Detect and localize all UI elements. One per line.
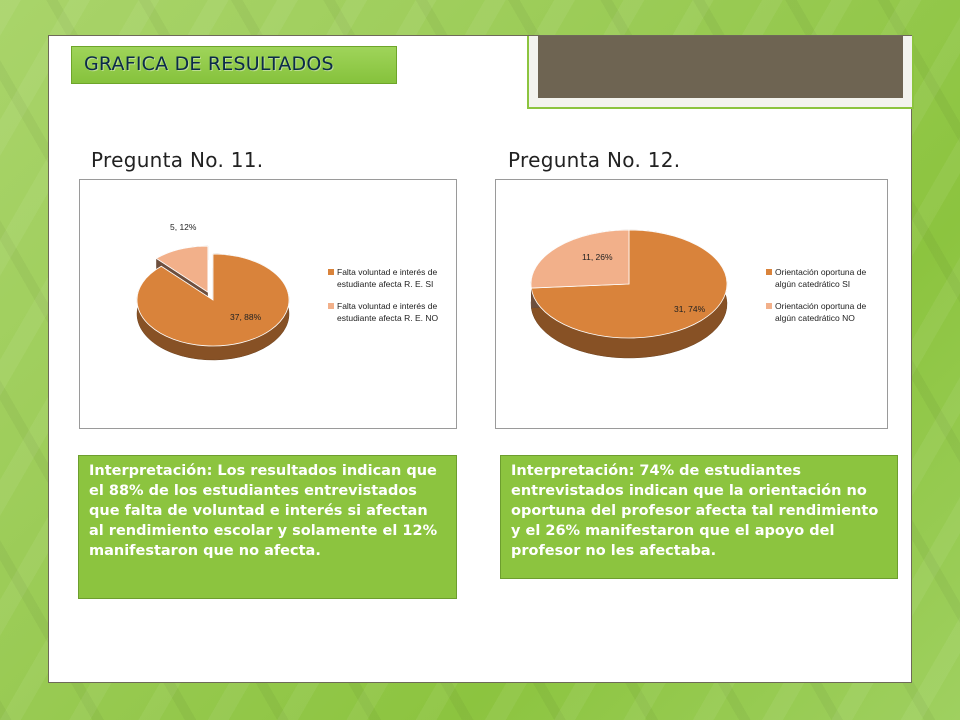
legend-swatch bbox=[328, 303, 334, 309]
data-label: 5, 12% bbox=[170, 222, 197, 232]
question-11-label: Pregunta No. 11. bbox=[91, 148, 264, 172]
interpretation-q11: Interpretación: Los resultados indican q… bbox=[78, 455, 457, 599]
legend-entry-text: algún catedrático SI bbox=[775, 279, 850, 289]
pie-top-group bbox=[136, 245, 290, 347]
pie-slice bbox=[136, 253, 290, 347]
legend-swatch bbox=[328, 269, 334, 275]
data-label: 37, 88% bbox=[230, 312, 262, 322]
pie-chart-q12: 31, 74% 11, 26% Orientación oportuna de alg… bbox=[530, 229, 866, 359]
interpretation-q12: Interpretación: 74% de estudiantes entre… bbox=[500, 455, 898, 579]
data-label: 31, 74% bbox=[674, 304, 706, 314]
pie-slice bbox=[530, 229, 630, 289]
header-tab bbox=[527, 36, 914, 109]
legend-entry-text: estudiante afecta R. E. NO bbox=[337, 313, 438, 323]
legend-entry-text: Orientación oportuna de bbox=[775, 301, 866, 311]
legend-entry-text: Falta voluntad e interés de bbox=[337, 301, 437, 311]
legend-entry-text: Falta voluntad e interés de bbox=[337, 267, 437, 277]
chart-q12-frame: 31, 74% 11, 26% Orientación oportuna de alg… bbox=[495, 179, 888, 429]
chart-q11-frame: 37, 88% 5, 12% Falta voluntad e interés de… bbox=[79, 179, 457, 429]
question-12-label: Pregunta No. 12. bbox=[508, 148, 681, 172]
legend-swatch bbox=[766, 269, 772, 275]
header-tab-fill bbox=[538, 36, 903, 98]
legend-entry-text: estudiante afecta R. E. SI bbox=[337, 279, 433, 289]
data-label: 11, 26% bbox=[582, 252, 613, 262]
legend-swatch bbox=[766, 303, 772, 309]
legend-entry-text: Orientación oportuna de bbox=[775, 267, 866, 277]
legend-entry-text: algún catedrático NO bbox=[775, 313, 855, 323]
pie-slice bbox=[155, 245, 209, 293]
pie-chart-q11: 37, 88% 5, 12% Falta voluntad e interés de… bbox=[136, 222, 438, 361]
pie-top-group bbox=[530, 229, 728, 339]
page-title: GRAFICA DE RESULTADOS bbox=[71, 46, 397, 84]
